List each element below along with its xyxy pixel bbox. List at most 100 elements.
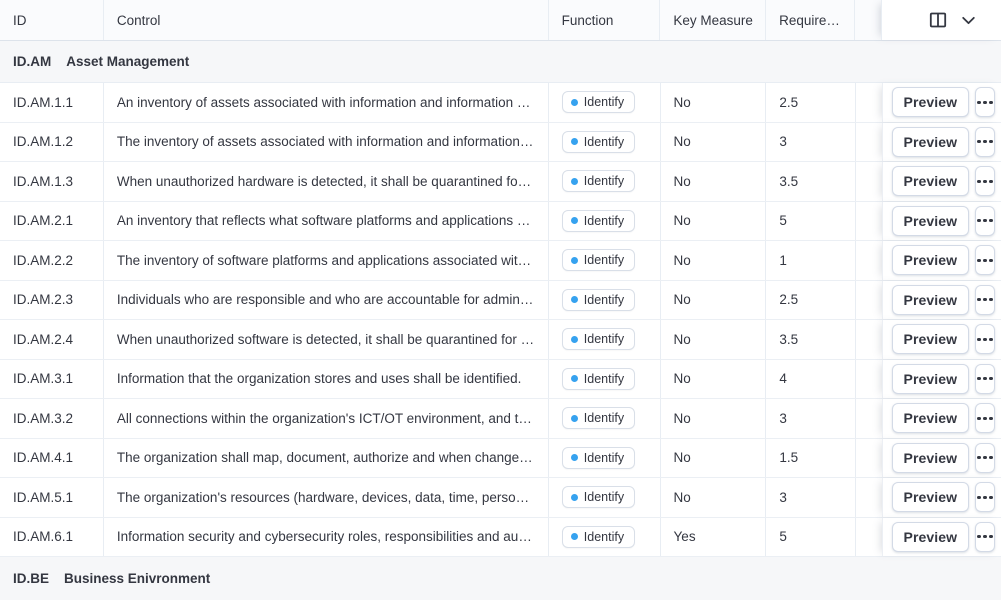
more-actions-button[interactable] [975, 521, 995, 552]
cell-id: ID.AM.5.1 [0, 478, 104, 517]
function-badge-label: Identify [583, 490, 625, 505]
control-text: When unauthorized software is detected, … [116, 331, 535, 347]
cell-id: ID.AM.6.1 [0, 517, 104, 556]
cell-id: ID.AM.2.3 [0, 280, 104, 319]
column-header-key-measure[interactable]: Key Measure [660, 0, 767, 40]
preview-button[interactable]: Preview [891, 442, 970, 473]
cell-actions: Preview [881, 478, 1001, 517]
more-actions-button[interactable] [975, 166, 995, 197]
cell-id: ID.AM.2.1 [0, 201, 104, 240]
cell-require: 3 [766, 478, 856, 517]
cell-control: Information that the organization stores… [104, 359, 549, 398]
column-header-control[interactable]: Control [104, 0, 549, 40]
cell-key-measure: No [661, 122, 767, 161]
cell-control: Information security and cybersecurity r… [104, 517, 549, 556]
cell-require: 4 [766, 359, 856, 398]
cell-require: 3.5 [766, 320, 856, 359]
preview-button[interactable]: Preview [891, 363, 970, 394]
table-row: ID.AM.2.1 An inventory that reflects wha… [0, 201, 1001, 241]
more-actions-button[interactable] [975, 87, 995, 118]
cell-require: 5 [766, 517, 856, 556]
control-text: Individuals who are responsible and who … [116, 292, 535, 308]
table-body: ID.AM Asset Management ID.AM.1.1 An inve… [0, 41, 1001, 600]
control-text: The organization shall map, document, au… [116, 450, 535, 466]
preview-button[interactable]: Preview [891, 87, 970, 118]
row-spacer [856, 518, 882, 557]
cell-function: Identify [549, 517, 661, 556]
cell-key-measure: No [661, 162, 767, 201]
function-badge-label: Identify [583, 332, 625, 347]
more-actions-button[interactable] [975, 403, 995, 434]
more-actions-button[interactable] [975, 284, 995, 315]
control-text: Information that the organization stores… [116, 371, 522, 387]
cell-function: Identify [549, 241, 661, 280]
table-row: ID.AM.2.3 Individuals who are responsibl… [0, 280, 1001, 320]
group-id: ID.AM [13, 54, 52, 69]
function-dot-icon [570, 335, 578, 343]
cell-function: Identify [549, 280, 661, 319]
row-spacer [856, 281, 882, 320]
cell-key-measure: No [661, 399, 767, 438]
preview-button[interactable]: Preview [891, 205, 970, 236]
preview-button[interactable]: Preview [891, 284, 970, 315]
cell-id: ID.AM.4.1 [0, 438, 104, 477]
cell-control: Individuals who are responsible and who … [104, 280, 549, 319]
cell-control: When unauthorized software is detected, … [104, 320, 549, 359]
control-text: The inventory of assets associated with … [116, 134, 535, 150]
function-dot-icon [570, 454, 578, 462]
preview-button[interactable]: Preview [891, 403, 970, 434]
more-actions-button[interactable] [975, 442, 995, 473]
cell-id: ID.AM.3.2 [0, 399, 104, 438]
columns-icon[interactable] [929, 11, 947, 29]
cell-id: ID.AM.1.2 [0, 122, 104, 161]
cell-actions: Preview [881, 399, 1001, 438]
function-badge-label: Identify [583, 174, 625, 189]
cell-actions: Preview [881, 359, 1001, 398]
row-spacer [856, 399, 882, 438]
more-actions-button[interactable] [975, 482, 995, 513]
more-actions-button[interactable] [975, 126, 995, 157]
more-actions-button[interactable] [975, 363, 995, 394]
function-badge-label: Identify [583, 253, 625, 268]
table-row: ID.AM.6.1 Information security and cyber… [0, 517, 1001, 557]
cell-require: 3 [766, 399, 856, 438]
function-dot-icon [570, 296, 578, 304]
column-header-require[interactable]: Require… [766, 0, 856, 40]
cell-actions: Preview [881, 517, 1001, 556]
cell-require: 2.5 [766, 83, 856, 122]
header-spacer [855, 0, 881, 40]
cell-control: The organization's resources (hardware, … [104, 478, 549, 517]
column-header-function[interactable]: Function [549, 0, 661, 40]
cell-key-measure: Yes [661, 517, 767, 556]
preview-button[interactable]: Preview [891, 126, 970, 157]
chevron-down-icon[interactable] [960, 12, 977, 29]
row-spacer [856, 241, 882, 280]
preview-button[interactable]: Preview [891, 324, 970, 355]
function-dot-icon [570, 414, 578, 422]
cell-actions: Preview [881, 438, 1001, 477]
function-dot-icon [570, 177, 578, 185]
preview-button[interactable]: Preview [891, 245, 970, 276]
more-actions-button[interactable] [975, 245, 995, 276]
cell-control: An inventory that reflects what software… [104, 201, 549, 240]
function-dot-icon [570, 533, 578, 541]
function-badge-label: Identify [583, 95, 625, 110]
cell-function: Identify [549, 122, 661, 161]
cell-key-measure: No [661, 280, 767, 319]
function-badge-label: Identify [583, 134, 625, 149]
preview-button[interactable]: Preview [891, 482, 970, 513]
preview-button[interactable]: Preview [891, 166, 970, 197]
function-badge: Identify [561, 91, 636, 114]
function-dot-icon [570, 98, 578, 106]
control-text: The inventory of software platforms and … [116, 252, 535, 268]
table-row: ID.AM.2.4 When unauthorized software is … [0, 320, 1001, 360]
more-actions-button[interactable] [975, 205, 995, 236]
cell-function: Identify [549, 83, 661, 122]
function-dot-icon [570, 256, 578, 264]
column-header-id[interactable]: ID [0, 0, 104, 40]
preview-button[interactable]: Preview [891, 521, 970, 552]
more-actions-button[interactable] [975, 324, 995, 355]
control-text: Information security and cybersecurity r… [116, 529, 535, 545]
cell-function: Identify [549, 399, 661, 438]
function-badge-label: Identify [583, 371, 625, 386]
